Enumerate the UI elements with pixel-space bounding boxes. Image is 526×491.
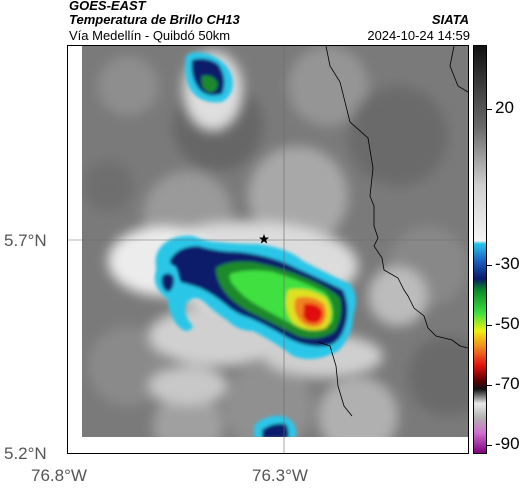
colorbar-label-m70: -70 <box>495 374 520 393</box>
boundary-line-south <box>317 341 353 417</box>
storm-west <box>154 264 180 300</box>
satellite-map-svg <box>68 46 468 453</box>
colorbar <box>473 45 487 454</box>
storm-north <box>185 52 233 103</box>
colorbar-tick <box>487 385 492 386</box>
lon-label-76.8: 76.8°W <box>31 466 87 485</box>
satellite-map <box>67 45 469 454</box>
region-label: Vía Medellín - Quibdó 50km <box>69 28 231 43</box>
lat-label-5.2: 5.2°N <box>4 444 47 463</box>
colorbar-tick <box>487 325 492 326</box>
lon-label-76.3: 76.3°W <box>252 466 308 485</box>
lat-label-5.7: 5.7°N <box>4 231 47 250</box>
boundary-line-east <box>449 46 468 93</box>
timestamp-label: 2024-10-24 14:59 <box>367 28 470 43</box>
satellite-title: GOES-EAST <box>69 0 146 13</box>
boundary-line <box>325 46 468 349</box>
colorbar-tick <box>487 445 492 446</box>
storm-main <box>155 235 356 360</box>
organization-label: SIATA <box>431 12 469 27</box>
colorbar-tick <box>487 265 492 266</box>
location-star-icon <box>259 234 269 244</box>
colorbar-label-m30: -30 <box>495 254 520 273</box>
map-bottom-margin <box>68 437 468 453</box>
colorbar-tick <box>487 109 492 110</box>
product-title: Temperatura de Brillo CH13 <box>69 12 240 27</box>
colorbar-label-20: 20 <box>495 98 514 117</box>
map-left-margin <box>68 46 82 453</box>
colorbar-label-m50: -50 <box>495 314 520 333</box>
colorbar-label-m90: -90 <box>495 434 520 453</box>
storm-south <box>254 415 297 438</box>
